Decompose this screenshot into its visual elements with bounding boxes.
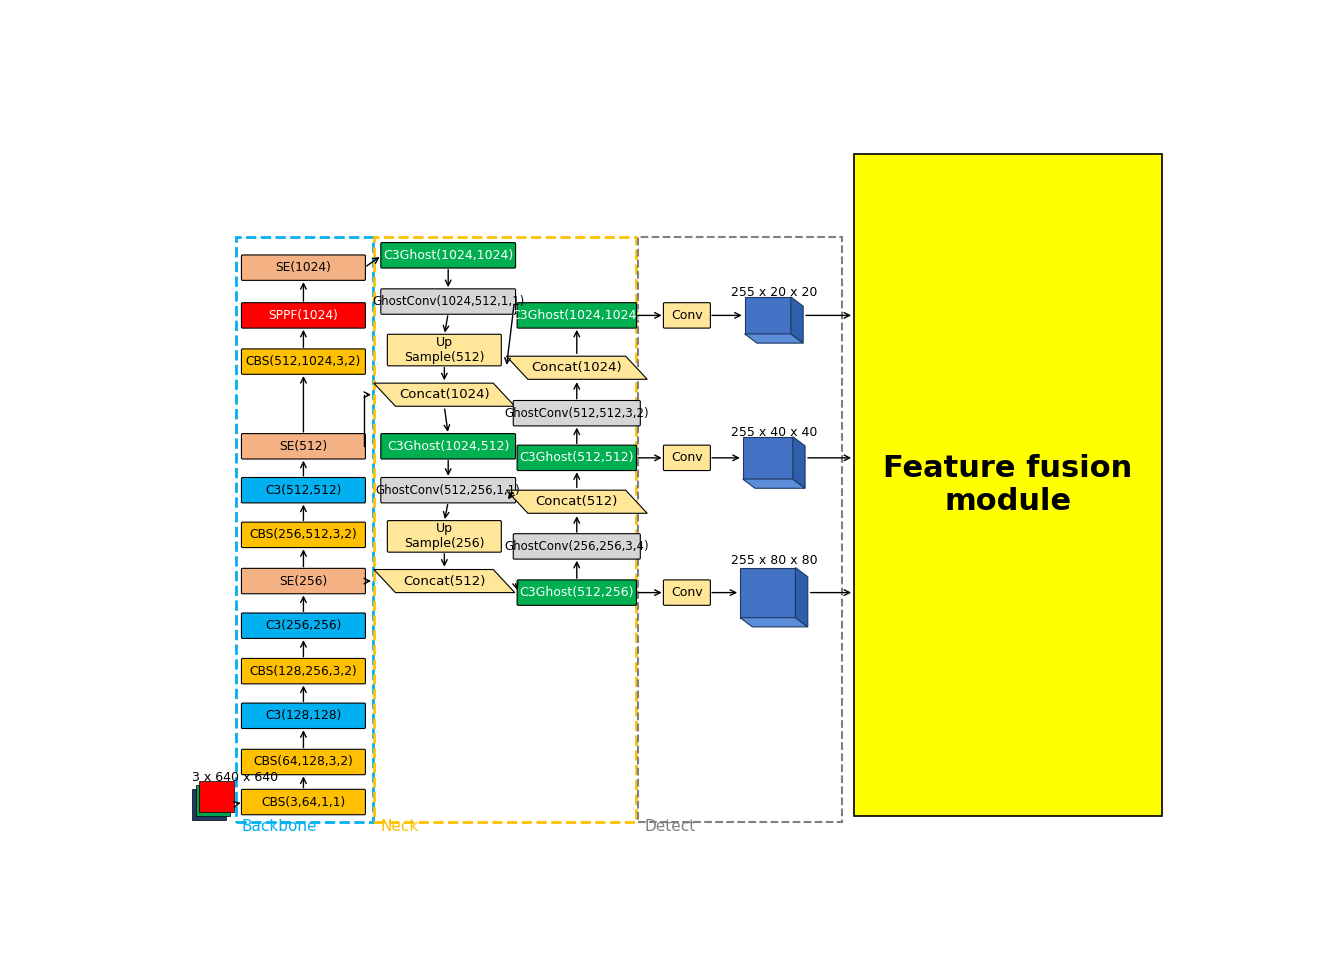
FancyBboxPatch shape	[381, 243, 516, 268]
Polygon shape	[374, 383, 515, 406]
Text: Concat(512): Concat(512)	[404, 574, 486, 588]
Text: Up
Sample(512): Up Sample(512)	[404, 336, 484, 364]
FancyBboxPatch shape	[517, 445, 636, 470]
Text: GhostConv(1024,512,1,1): GhostConv(1024,512,1,1)	[372, 295, 524, 308]
Text: CBS(256,512,3,2): CBS(256,512,3,2)	[250, 528, 357, 541]
Polygon shape	[792, 437, 806, 489]
FancyBboxPatch shape	[241, 613, 365, 638]
FancyBboxPatch shape	[663, 580, 710, 606]
Text: C3(128,128): C3(128,128)	[265, 709, 341, 722]
Text: Conv: Conv	[671, 451, 703, 465]
FancyBboxPatch shape	[241, 434, 365, 459]
FancyBboxPatch shape	[241, 522, 365, 547]
FancyBboxPatch shape	[513, 400, 640, 426]
Text: Conv: Conv	[671, 587, 703, 599]
Text: Feature fusion
module: Feature fusion module	[884, 453, 1132, 516]
FancyBboxPatch shape	[853, 154, 1162, 816]
Text: C3Ghost(512,512): C3Ghost(512,512)	[520, 451, 634, 465]
Text: Concat(512): Concat(512)	[536, 495, 618, 508]
Text: Concat(1024): Concat(1024)	[532, 361, 622, 374]
FancyBboxPatch shape	[196, 785, 230, 816]
Text: C3(512,512): C3(512,512)	[265, 484, 341, 496]
FancyBboxPatch shape	[517, 302, 636, 328]
Polygon shape	[740, 617, 808, 627]
FancyBboxPatch shape	[241, 703, 365, 729]
Text: Up
Sample(256): Up Sample(256)	[404, 522, 484, 550]
Text: C3Ghost(1024,512): C3Ghost(1024,512)	[388, 440, 509, 453]
Polygon shape	[507, 356, 647, 379]
FancyBboxPatch shape	[192, 789, 226, 820]
FancyBboxPatch shape	[513, 534, 640, 559]
Polygon shape	[374, 569, 515, 592]
Text: C3Ghost(1024,1024): C3Ghost(1024,1024)	[384, 249, 513, 262]
Text: C3Ghost(1024,1024): C3Ghost(1024,1024)	[512, 309, 642, 322]
FancyBboxPatch shape	[381, 289, 516, 314]
Text: CBS(128,256,3,2): CBS(128,256,3,2)	[250, 664, 357, 678]
FancyBboxPatch shape	[241, 477, 365, 503]
FancyBboxPatch shape	[663, 302, 710, 328]
Text: C3Ghost(512,256): C3Ghost(512,256)	[520, 587, 634, 599]
Text: 255 x 40 x 40: 255 x 40 x 40	[730, 425, 818, 439]
FancyBboxPatch shape	[241, 255, 365, 280]
Polygon shape	[745, 297, 791, 334]
Text: 255 x 80 x 80: 255 x 80 x 80	[730, 554, 818, 567]
FancyBboxPatch shape	[200, 781, 234, 812]
Text: SE(1024): SE(1024)	[275, 261, 331, 275]
FancyBboxPatch shape	[241, 568, 365, 593]
FancyBboxPatch shape	[241, 348, 365, 374]
Polygon shape	[742, 479, 806, 489]
Polygon shape	[740, 567, 795, 617]
Polygon shape	[742, 437, 792, 479]
Text: SPPF(1024): SPPF(1024)	[269, 309, 339, 322]
FancyBboxPatch shape	[388, 334, 501, 366]
Text: C3(256,256): C3(256,256)	[265, 619, 341, 633]
FancyBboxPatch shape	[381, 477, 516, 503]
FancyBboxPatch shape	[241, 659, 365, 684]
Text: Neck: Neck	[381, 819, 418, 834]
FancyBboxPatch shape	[241, 750, 365, 775]
FancyBboxPatch shape	[241, 302, 365, 328]
Polygon shape	[745, 334, 803, 343]
Text: Conv: Conv	[671, 309, 703, 322]
FancyBboxPatch shape	[241, 789, 365, 815]
Text: Detect: Detect	[644, 819, 696, 834]
Text: Backbone: Backbone	[242, 819, 318, 834]
Text: GhostConv(512,256,1,1): GhostConv(512,256,1,1)	[376, 484, 520, 496]
Text: CBS(512,1024,3,2): CBS(512,1024,3,2)	[246, 355, 361, 368]
Text: SE(512): SE(512)	[279, 440, 328, 453]
Text: 255 x 20 x 20: 255 x 20 x 20	[730, 286, 818, 300]
FancyBboxPatch shape	[381, 434, 516, 459]
Text: Concat(1024): Concat(1024)	[400, 388, 490, 401]
FancyBboxPatch shape	[517, 580, 636, 606]
FancyBboxPatch shape	[663, 445, 710, 470]
Polygon shape	[791, 297, 803, 343]
Text: GhostConv(512,512,3,2): GhostConv(512,512,3,2)	[504, 407, 650, 420]
Text: GhostConv(256,256,3,4): GhostConv(256,256,3,4)	[504, 540, 650, 553]
Polygon shape	[507, 491, 647, 514]
Polygon shape	[795, 567, 808, 627]
Text: 3 x 640 x 640: 3 x 640 x 640	[192, 771, 278, 784]
Text: CBS(3,64,1,1): CBS(3,64,1,1)	[262, 796, 345, 808]
FancyBboxPatch shape	[388, 520, 501, 552]
Text: SE(256): SE(256)	[279, 574, 328, 588]
Text: CBS(64,128,3,2): CBS(64,128,3,2)	[254, 756, 353, 769]
